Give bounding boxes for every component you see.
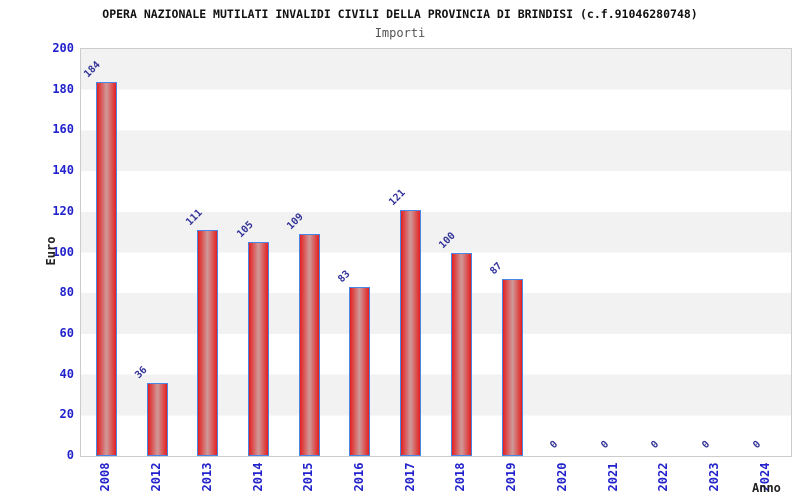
x-tick-label-2014: 2014: [250, 462, 265, 492]
bar-value-label: 121: [386, 187, 408, 208]
bar-value-label: 100: [437, 229, 459, 251]
x-tick-label-2020: 2020: [554, 462, 569, 492]
bar-value-label: 0: [649, 438, 662, 451]
y-tick-label: 0: [66, 448, 74, 462]
bar-value-label: 36: [133, 364, 150, 381]
x-tick-label-2013: 2013: [199, 462, 214, 492]
x-axis-title: Anno: [752, 481, 781, 495]
y-tick-label: 140: [52, 163, 74, 178]
bar-value-label: 83: [336, 268, 353, 286]
bar-value-label: 0: [750, 438, 763, 451]
x-tick-label-2008: 2008: [98, 462, 113, 492]
x-tick-label-2022: 2022: [656, 462, 671, 492]
x-tick-label-2018: 2018: [453, 462, 468, 492]
chart-subtitle: Importi: [374, 26, 426, 40]
bar-2013: [197, 230, 219, 456]
bar-value-label: 109: [285, 211, 306, 233]
bar-value-label: 111: [184, 207, 205, 229]
bar-2019: [501, 278, 523, 456]
bar-value-label: 0: [700, 438, 713, 451]
bar-2012: [146, 382, 168, 456]
y-tick-label: 160: [52, 122, 74, 137]
bar-2015: [298, 234, 320, 456]
x-tick-label-2012: 2012: [149, 462, 164, 492]
bar-value-label: 184: [82, 59, 104, 80]
bar-value-label: 87: [488, 260, 505, 277]
y-tick-label: 60: [59, 325, 74, 340]
y-tick-label: 180: [52, 81, 74, 96]
x-tick-label-2017: 2017: [402, 462, 417, 492]
plot-area: 184 36 111 105 109 83 121 100 87 0 0 0 0 0: [80, 48, 792, 457]
bar-2008: [95, 81, 117, 456]
y-tick-label: 100: [52, 244, 74, 259]
bar-2018: [450, 252, 472, 456]
y-tick-label: 200: [52, 41, 74, 55]
bar-2016: [349, 287, 371, 456]
bar-value-label: 0: [548, 438, 561, 451]
x-tick-label-2016: 2016: [351, 462, 366, 492]
y-tick-label: 40: [59, 366, 74, 381]
chart-title: OPERA NAZIONALE MUTILATI INVALIDI CIVILI…: [102, 7, 698, 21]
bar-value-label: 0: [598, 438, 611, 451]
x-tick-label-2019: 2019: [504, 462, 519, 492]
y-tick-label: 80: [59, 285, 74, 300]
x-tick-label-2023: 2023: [706, 462, 721, 492]
bar-value-label: 105: [234, 219, 256, 241]
bar-2014: [248, 242, 269, 456]
y-tick-label: 120: [52, 203, 74, 218]
bar-2017: [400, 209, 422, 456]
x-tick-label-2015: 2015: [301, 462, 316, 492]
y-tick-label: 20: [59, 407, 74, 422]
y-axis-title: Euro: [44, 236, 58, 266]
x-tick-label-2021: 2021: [605, 462, 620, 492]
